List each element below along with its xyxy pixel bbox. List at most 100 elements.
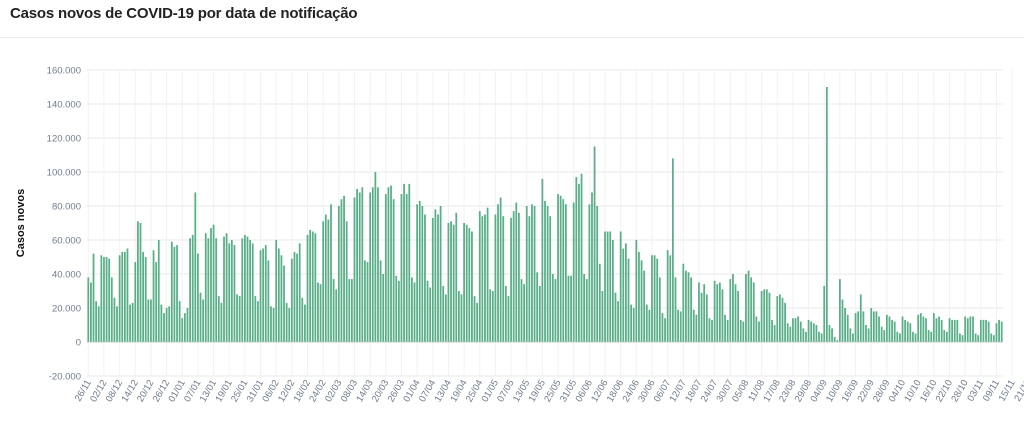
data-bar (197, 253, 199, 342)
data-bar (259, 250, 262, 342)
data-bar (695, 314, 698, 342)
data-bar (541, 178, 544, 342)
data-bar (217, 296, 220, 342)
data-bar (820, 333, 823, 342)
data-bar (431, 217, 434, 342)
data-bar (236, 294, 238, 342)
data-bar (938, 316, 940, 342)
data-bar (750, 277, 753, 342)
data-bar (745, 274, 747, 342)
data-bar (739, 319, 742, 342)
data-bar (129, 304, 131, 342)
data-bar (499, 197, 502, 342)
data-bar (403, 183, 405, 342)
data-bar (382, 274, 385, 342)
data-bar (270, 306, 272, 342)
data-bar (891, 319, 893, 342)
data-bar (330, 204, 332, 342)
data-bar (324, 214, 327, 342)
data-bar (818, 331, 820, 342)
data-bar (713, 280, 716, 342)
data-bar (685, 270, 687, 342)
data-bar (836, 340, 839, 342)
data-bar (546, 206, 549, 342)
data-bar (899, 333, 901, 342)
data-bar (202, 299, 205, 342)
data-bar (588, 204, 591, 342)
data-bar (340, 199, 343, 342)
data-bar (544, 200, 546, 342)
data-bar (833, 336, 836, 342)
y-tick-label: 40.000 (52, 270, 81, 281)
data-bar (585, 279, 588, 342)
data-bar (131, 302, 134, 342)
data-bar (625, 243, 627, 342)
data-bar (854, 313, 857, 342)
data-bar (157, 240, 160, 342)
y-tick-label: 60.000 (52, 236, 81, 247)
data-bar (476, 302, 479, 342)
data-bar (518, 212, 520, 342)
data-bar (437, 214, 439, 342)
data-bar (405, 194, 408, 342)
data-bar (113, 297, 116, 342)
data-bar (885, 314, 888, 342)
data-bar (272, 308, 275, 342)
data-bar (478, 211, 481, 342)
data-bar (901, 316, 904, 342)
data-bar (669, 255, 672, 342)
data-bar (275, 240, 278, 342)
data-bar (110, 277, 113, 342)
data-bar (799, 321, 802, 342)
data-bar (880, 326, 883, 342)
data-bar (512, 211, 515, 342)
data-bar (893, 321, 896, 342)
data-bar (390, 185, 392, 342)
data-bar (990, 333, 993, 342)
data-bar (815, 325, 818, 342)
data-bar (797, 316, 800, 342)
data-bar (139, 223, 142, 342)
data-bar (896, 331, 899, 342)
data-bar (210, 228, 212, 342)
data-bar (309, 229, 312, 342)
data-bar (825, 87, 828, 342)
data-bar (280, 255, 283, 342)
data-bar (645, 304, 648, 342)
data-bar (653, 255, 656, 342)
data-bar (682, 263, 685, 342)
data-bar (301, 297, 304, 342)
data-bar (186, 308, 189, 342)
data-bar (207, 238, 210, 342)
data-bar (471, 231, 473, 342)
data-bar (452, 224, 455, 342)
data-bar (183, 313, 186, 342)
data-bar (651, 255, 653, 342)
data-bar (909, 323, 912, 342)
header-divider (0, 37, 1024, 38)
data-bar (220, 302, 223, 342)
data-bar (758, 321, 760, 342)
data-bar (658, 277, 661, 342)
data-bar (296, 253, 298, 342)
data-bar (794, 318, 797, 342)
data-bar (964, 316, 967, 342)
data-bar (283, 265, 285, 342)
data-bar (262, 248, 265, 342)
data-bar (223, 236, 225, 342)
data-bar (228, 243, 231, 342)
data-bar (126, 248, 129, 342)
data-bar (251, 243, 254, 342)
data-bar (285, 302, 288, 342)
data-bar (379, 260, 382, 342)
data-bar (635, 240, 638, 342)
data-bar (87, 277, 90, 342)
data-bar (919, 313, 922, 342)
data-bar (311, 231, 314, 342)
data-bar (424, 214, 426, 342)
data-bar (700, 292, 703, 342)
data-bar (721, 289, 724, 342)
data-bar (932, 313, 935, 342)
data-bar (165, 308, 168, 342)
y-tick-label: 160.000 (47, 66, 81, 77)
